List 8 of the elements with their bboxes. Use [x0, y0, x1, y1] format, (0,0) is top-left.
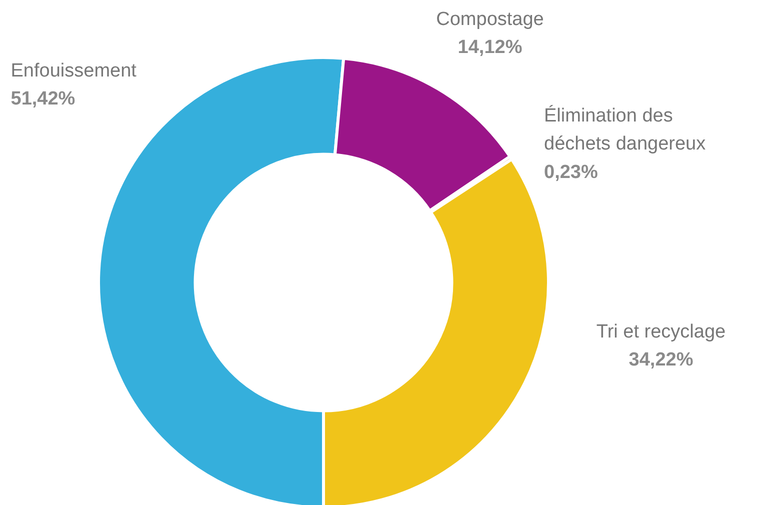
data-label: 14,12% — [458, 36, 522, 58]
data-label: 0,23% — [544, 162, 598, 183]
slice-label: Enfouissement — [10, 60, 138, 82]
slice-label: Tri et recyclage — [596, 322, 726, 342]
data-label: 51,42% — [10, 88, 76, 110]
slice-label: Compostage — [436, 8, 544, 30]
data-label: 34,22% — [628, 350, 694, 371]
slice-label: Élimination des déchets dangereux — [544, 104, 706, 155]
